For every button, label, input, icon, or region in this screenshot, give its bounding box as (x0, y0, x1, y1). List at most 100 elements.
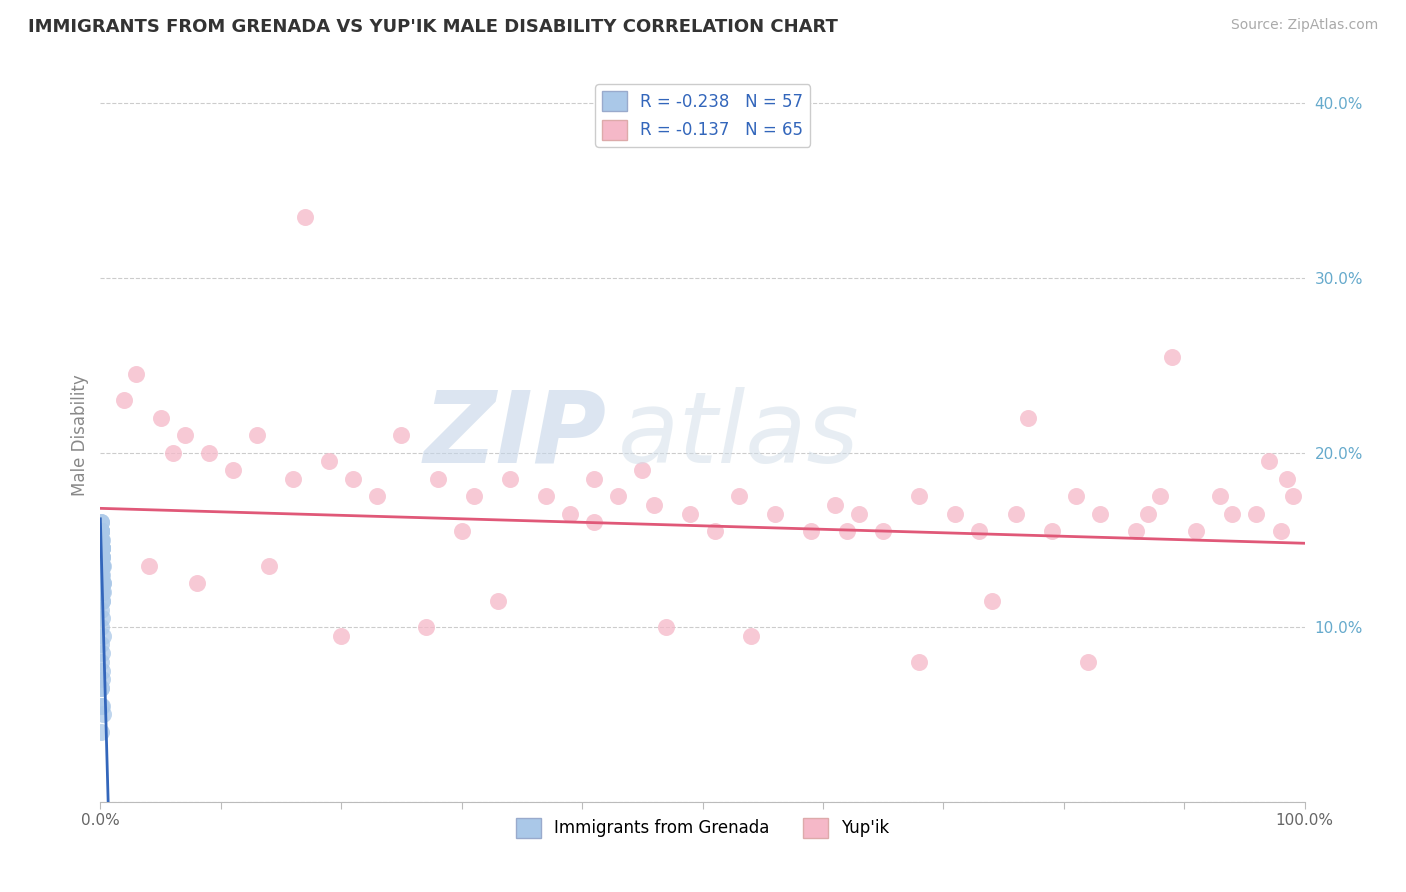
Point (980, 594, 1002, 608)
Text: IMMIGRANTS FROM GRENADA VS YUP'IK MALE DISABILITY CORRELATION CHART: IMMIGRANTS FROM GRENADA VS YUP'IK MALE D… (28, 18, 838, 36)
Point (90, 550, 112, 565)
Y-axis label: Male Disability: Male Disability (72, 374, 89, 496)
Point (1161, 350, 1184, 364)
Point (90, 524, 112, 538)
Point (90, 646, 112, 660)
Point (90, 567, 112, 582)
Point (463, 489, 485, 503)
Point (1088, 507, 1111, 521)
Point (125, 367, 148, 381)
Point (415, 620, 437, 634)
Point (90, 638, 112, 652)
Point (90, 724, 112, 739)
Point (800, 524, 823, 538)
Point (90, 567, 112, 582)
Point (1149, 489, 1171, 503)
Point (655, 620, 678, 634)
Point (91, 585, 114, 599)
Point (740, 629, 762, 643)
Point (90, 541, 112, 556)
Point (90, 620, 112, 634)
Legend: Immigrants from Grenada, Yup'ik: Immigrants from Grenada, Yup'ik (509, 811, 896, 845)
Point (583, 516, 606, 530)
Point (90, 524, 112, 538)
Point (824, 498, 846, 512)
Point (90, 550, 112, 565)
Point (1137, 507, 1160, 521)
Text: atlas: atlas (619, 386, 860, 483)
Point (1209, 489, 1232, 503)
Point (281, 472, 304, 486)
Point (763, 507, 786, 521)
Point (1246, 507, 1268, 521)
Point (91, 541, 114, 556)
Point (1185, 524, 1208, 538)
Point (90, 533, 112, 547)
Point (90, 541, 112, 556)
Point (257, 558, 280, 573)
Point (90, 533, 112, 547)
Point (1281, 489, 1303, 503)
Point (908, 655, 931, 669)
Point (342, 472, 364, 486)
Point (90, 533, 112, 547)
Point (1004, 507, 1026, 521)
Point (162, 445, 184, 459)
Point (91, 594, 114, 608)
Point (90, 611, 112, 625)
Point (90, 576, 112, 591)
Point (391, 428, 413, 442)
Point (90, 541, 112, 556)
Point (679, 507, 702, 521)
Point (90, 550, 112, 565)
Point (90, 681, 112, 695)
Point (91, 558, 114, 573)
Point (90, 558, 112, 573)
Point (90, 550, 112, 565)
Point (90, 541, 112, 556)
Point (848, 507, 870, 521)
Point (186, 576, 208, 591)
Point (583, 472, 606, 486)
Point (330, 629, 353, 643)
Point (450, 524, 472, 538)
Point (969, 524, 991, 538)
Point (90, 524, 112, 538)
Point (149, 410, 172, 425)
Point (1270, 524, 1292, 538)
Point (1040, 524, 1063, 538)
Point (90, 550, 112, 565)
Point (91, 707, 114, 722)
Point (90, 533, 112, 547)
Point (91, 567, 114, 582)
Point (90, 664, 112, 678)
Point (90, 558, 112, 573)
Point (197, 445, 219, 459)
Point (91, 585, 114, 599)
Point (90, 533, 112, 547)
Point (1017, 410, 1039, 425)
Point (908, 489, 931, 503)
Point (90, 698, 112, 713)
Point (703, 524, 725, 538)
Point (90, 541, 112, 556)
Point (90, 585, 112, 599)
Point (1257, 454, 1279, 468)
Point (222, 463, 245, 477)
Point (1064, 489, 1087, 503)
Point (90, 524, 112, 538)
Point (138, 558, 160, 573)
Text: Source: ZipAtlas.com: Source: ZipAtlas.com (1230, 18, 1378, 32)
Point (1275, 472, 1298, 486)
Point (114, 393, 136, 408)
Point (90, 516, 112, 530)
Point (90, 524, 112, 538)
Point (90, 516, 112, 530)
Point (835, 524, 858, 538)
Point (91, 576, 114, 591)
Point (643, 498, 665, 512)
Point (90, 558, 112, 573)
Point (90, 576, 112, 591)
Point (93, 629, 115, 643)
Point (90, 602, 112, 616)
